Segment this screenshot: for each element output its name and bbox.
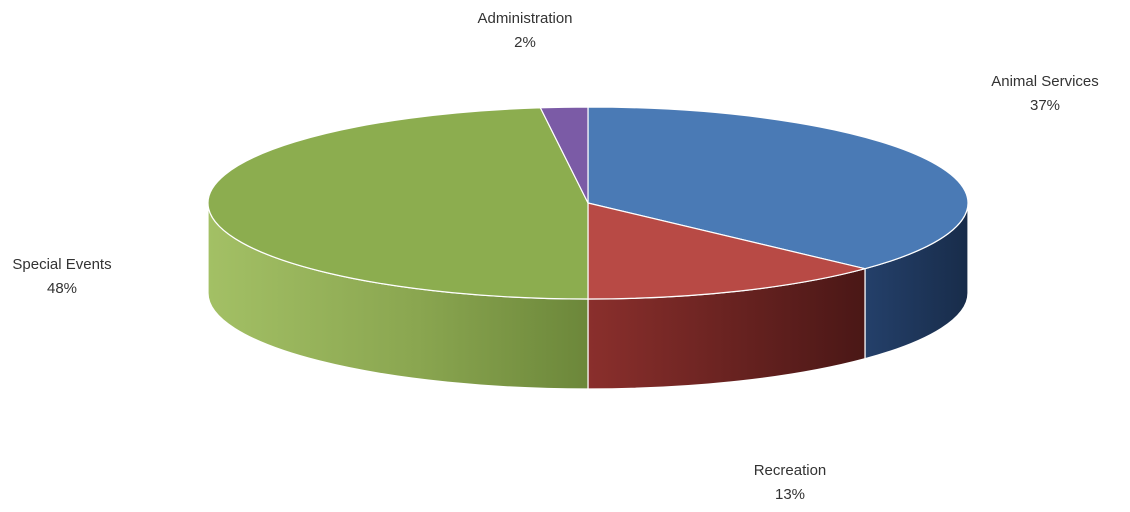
pie-sides	[207, 202, 969, 390]
pie-slice-administration	[539, 106, 589, 204]
pie-labels: Animal Services 37% Recreation 13% Special E…	[12, 10, 1098, 503]
slice-label-recreation: Recreation 13%	[754, 462, 827, 503]
pie-slice-special-events	[207, 107, 589, 300]
slice-label-name: Animal Services	[991, 73, 1099, 90]
pie-slice-animal-services	[587, 106, 969, 270]
slice-label-animal-services: Animal Services 37%	[991, 73, 1099, 114]
slice-label-name: Special Events	[12, 256, 111, 273]
slice-label-percent: 48%	[47, 280, 77, 297]
pie-tops	[207, 106, 969, 300]
slice-label-administration: Administration 2%	[477, 10, 572, 51]
slice-label-name: Recreation	[754, 462, 827, 479]
slice-label-percent: 2%	[514, 34, 536, 51]
slice-label-special-events: Special Events 48%	[12, 256, 111, 297]
slice-label-percent: 37%	[1030, 97, 1060, 114]
pie-slice-recreation	[587, 202, 866, 300]
slice-label-percent: 13%	[775, 486, 805, 503]
slice-label-name: Administration	[477, 10, 572, 27]
